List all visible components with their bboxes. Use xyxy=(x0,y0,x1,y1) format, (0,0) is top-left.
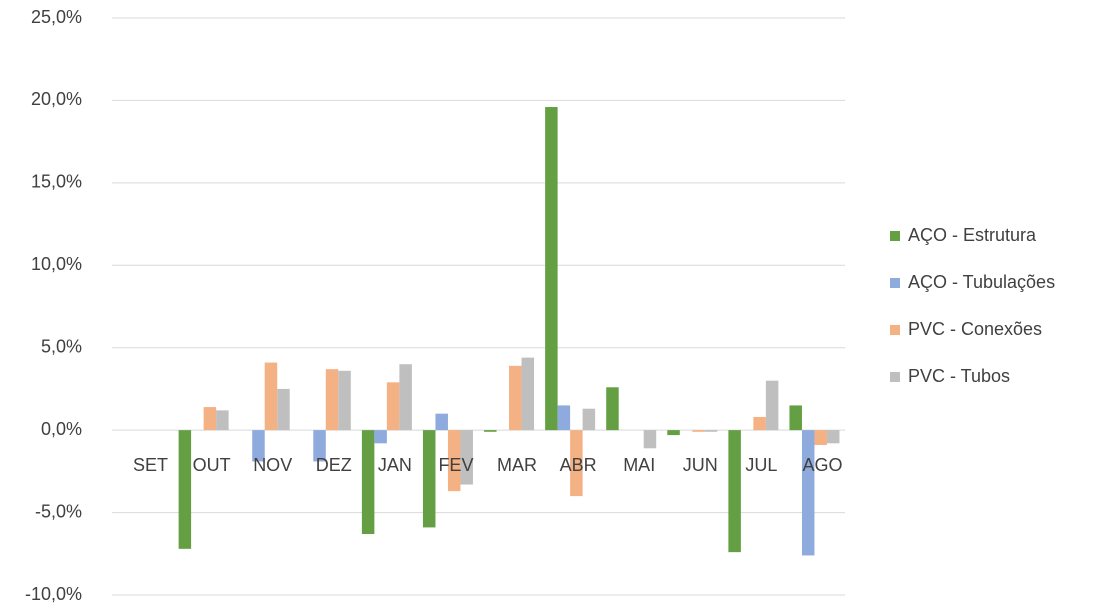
y-tick-label: -10,0% xyxy=(25,584,82,604)
legend-label: AÇO - Estrutura xyxy=(908,225,1037,245)
x-tick-label: JAN xyxy=(378,455,412,475)
bar xyxy=(216,410,229,431)
bar xyxy=(801,430,815,556)
legend-swatch xyxy=(890,231,900,241)
bar xyxy=(570,430,583,497)
bar xyxy=(264,362,278,431)
bar xyxy=(399,364,412,431)
legend-label: PVC - Tubos xyxy=(908,366,1010,386)
bar xyxy=(814,430,827,445)
y-tick-label: 15,0% xyxy=(31,172,82,192)
y-tick-label: -5,0% xyxy=(35,501,82,521)
legend-label: PVC - Conexões xyxy=(908,319,1042,339)
bar xyxy=(325,369,339,431)
bar xyxy=(789,405,802,431)
bar xyxy=(728,430,741,553)
bar xyxy=(252,430,265,462)
y-tick-label: 5,0% xyxy=(41,336,82,356)
legend-swatch xyxy=(890,325,900,335)
bar xyxy=(338,370,351,431)
x-tick-label: MAR xyxy=(497,455,537,475)
x-tick-label: DEZ xyxy=(316,455,352,475)
bar xyxy=(765,380,779,431)
x-tick-label: FEV xyxy=(438,455,473,475)
x-tick-label: OUT xyxy=(193,455,231,475)
y-tick-label: 0,0% xyxy=(41,419,82,439)
y-tick-label: 10,0% xyxy=(31,254,82,274)
bar xyxy=(545,107,558,431)
bar xyxy=(521,357,535,431)
x-tick-label: NOV xyxy=(253,455,292,475)
y-tick-label: 25,0% xyxy=(31,7,82,27)
bar xyxy=(277,388,290,431)
x-tick-label: JUN xyxy=(683,455,718,475)
bar xyxy=(386,382,400,431)
x-tick-label: JUL xyxy=(745,455,777,475)
bar xyxy=(582,408,596,431)
x-tick-label: MAI xyxy=(623,455,655,475)
legend-swatch xyxy=(890,278,900,288)
y-tick-label: 20,0% xyxy=(31,89,82,109)
bar xyxy=(460,430,473,485)
bar xyxy=(692,430,705,432)
bar xyxy=(313,430,326,462)
bar xyxy=(509,365,522,431)
bar xyxy=(826,430,840,444)
bar xyxy=(484,430,497,432)
bar xyxy=(422,430,436,528)
bar xyxy=(178,430,192,549)
bar xyxy=(704,430,718,432)
bar xyxy=(557,405,571,431)
bar xyxy=(435,413,448,431)
legend-swatch xyxy=(890,372,900,382)
bar xyxy=(361,430,375,535)
x-tick-label: AGO xyxy=(802,455,842,475)
bar xyxy=(374,430,387,444)
legend-label: AÇO - Tubulações xyxy=(908,272,1055,292)
x-tick-label: SET xyxy=(133,455,168,475)
bar xyxy=(753,416,766,431)
bar xyxy=(447,430,461,492)
bar xyxy=(667,430,680,436)
bar xyxy=(606,387,619,431)
x-tick-label: ABR xyxy=(560,455,597,475)
bar xyxy=(203,407,217,431)
bar xyxy=(643,430,657,449)
